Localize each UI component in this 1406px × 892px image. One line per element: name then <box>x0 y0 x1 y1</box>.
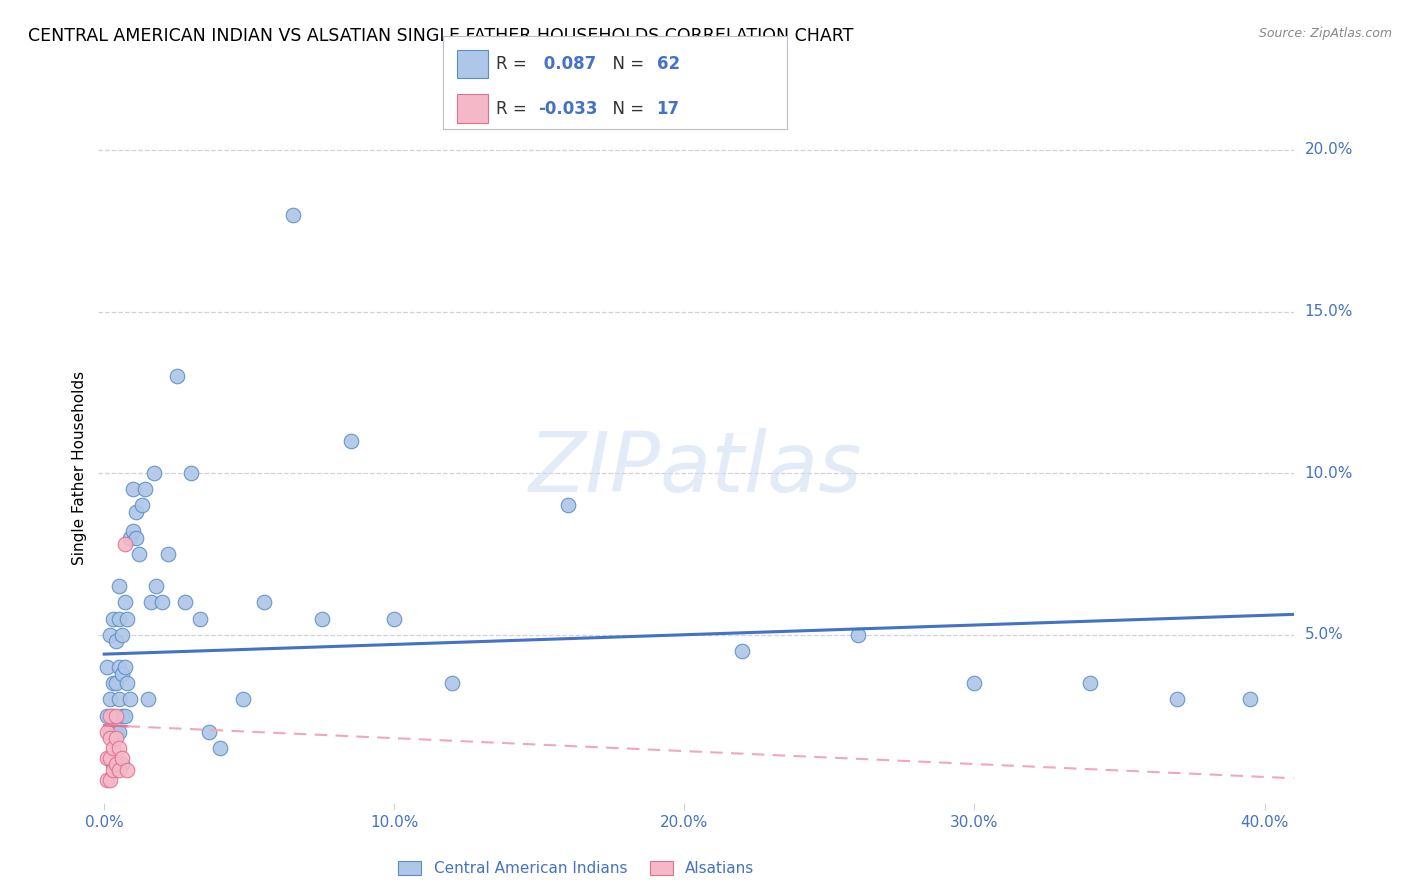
Point <box>117 611 139 625</box>
Point <box>107 692 129 706</box>
Point <box>107 764 129 778</box>
Text: N =: N = <box>602 54 650 73</box>
Y-axis label: Single Father Households: Single Father Households <box>72 371 87 566</box>
Point <box>166 369 188 384</box>
Point <box>122 524 145 539</box>
Text: -0.033: -0.033 <box>538 100 598 118</box>
Point <box>96 660 118 674</box>
Text: 0.087: 0.087 <box>538 54 596 73</box>
Point <box>157 547 180 561</box>
Point <box>111 757 134 772</box>
Point <box>107 660 129 674</box>
Text: 15.0%: 15.0% <box>1305 304 1353 319</box>
Point <box>209 740 232 755</box>
Text: ZIPatlas: ZIPatlas <box>529 428 863 508</box>
Point <box>98 724 121 739</box>
Legend: Central American Indians, Alsatians: Central American Indians, Alsatians <box>392 855 761 882</box>
Point <box>1080 676 1102 690</box>
Point <box>188 611 211 625</box>
Point <box>180 466 202 480</box>
Point <box>101 757 124 772</box>
Point <box>197 724 219 739</box>
Point <box>107 611 129 625</box>
Point <box>557 499 579 513</box>
Text: N =: N = <box>602 100 650 118</box>
Point <box>96 750 118 764</box>
Point <box>111 666 134 681</box>
Point <box>122 483 145 497</box>
Text: R =: R = <box>496 100 533 118</box>
Point <box>101 740 124 755</box>
Point <box>104 731 127 746</box>
Point <box>98 773 121 788</box>
Point <box>101 764 124 778</box>
Text: Source: ZipAtlas.com: Source: ZipAtlas.com <box>1258 27 1392 40</box>
Text: 17: 17 <box>657 100 679 118</box>
Point <box>96 708 118 723</box>
Point <box>111 628 134 642</box>
Point <box>117 764 139 778</box>
Point <box>104 724 127 739</box>
Point <box>253 595 276 609</box>
Point <box>963 676 986 690</box>
Point <box>150 595 173 609</box>
Point <box>111 750 134 764</box>
Point <box>98 692 121 706</box>
Point <box>104 634 127 648</box>
Point <box>98 628 121 642</box>
Point <box>98 708 121 723</box>
Point <box>114 595 136 609</box>
Point <box>117 676 139 690</box>
Point <box>111 708 134 723</box>
Point <box>139 595 162 609</box>
Point <box>142 466 165 480</box>
Point <box>107 724 129 739</box>
Point <box>104 676 127 690</box>
Point <box>107 740 129 755</box>
Point <box>96 773 118 788</box>
Point <box>174 595 197 609</box>
Text: 62: 62 <box>657 54 679 73</box>
Point <box>136 692 159 706</box>
Point <box>114 708 136 723</box>
Point <box>107 579 129 593</box>
Point <box>114 660 136 674</box>
Point <box>125 505 148 519</box>
Text: R =: R = <box>496 54 533 73</box>
Point <box>731 644 754 658</box>
Point <box>98 750 121 764</box>
Text: 10.0%: 10.0% <box>1305 466 1353 481</box>
Point <box>120 531 142 545</box>
Point <box>339 434 361 448</box>
Point <box>382 611 405 625</box>
Point <box>98 731 121 746</box>
Point <box>145 579 167 593</box>
Text: CENTRAL AMERICAN INDIAN VS ALSATIAN SINGLE FATHER HOUSEHOLDS CORRELATION CHART: CENTRAL AMERICAN INDIAN VS ALSATIAN SING… <box>28 27 853 45</box>
Point <box>1239 692 1261 706</box>
Point <box>96 724 118 739</box>
Point <box>101 676 124 690</box>
Point <box>101 611 124 625</box>
Point <box>104 708 127 723</box>
Point <box>131 499 153 513</box>
Text: 20.0%: 20.0% <box>1305 143 1353 158</box>
Point <box>104 757 127 772</box>
Point <box>128 547 150 561</box>
Point <box>311 611 333 625</box>
Point <box>104 757 127 772</box>
Point <box>1166 692 1188 706</box>
Point <box>134 483 156 497</box>
Point <box>125 531 148 545</box>
Point <box>281 208 304 222</box>
Point <box>114 537 136 551</box>
Text: 5.0%: 5.0% <box>1305 627 1344 642</box>
Point <box>441 676 464 690</box>
Point <box>101 708 124 723</box>
Point <box>232 692 254 706</box>
Point <box>848 628 870 642</box>
Point <box>120 692 142 706</box>
